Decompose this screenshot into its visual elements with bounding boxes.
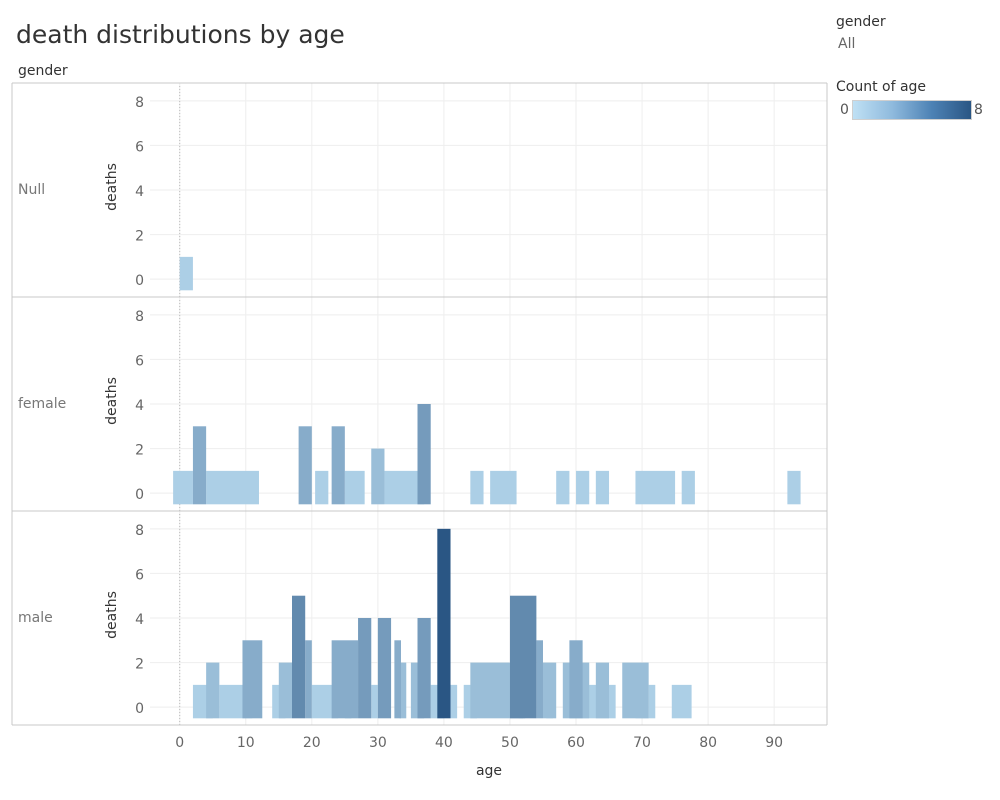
x-tick-label: 20 bbox=[303, 735, 321, 751]
x-tick-label: 10 bbox=[237, 735, 255, 751]
y-tick-label: 0 bbox=[135, 701, 144, 717]
legend-max-label: 8 bbox=[974, 102, 983, 118]
filter-value[interactable]: All bbox=[838, 36, 856, 52]
x-axis-title: age bbox=[476, 763, 502, 779]
y-tick-label: 6 bbox=[135, 139, 144, 155]
y-tick-label: 8 bbox=[135, 309, 144, 325]
color-legend-gradient bbox=[852, 100, 972, 120]
row-header-label: gender bbox=[18, 63, 68, 79]
chart-title: death distributions by age bbox=[16, 20, 345, 49]
bar bbox=[681, 470, 695, 505]
bar bbox=[298, 426, 312, 505]
y-tick-label: 6 bbox=[135, 353, 144, 369]
bar bbox=[536, 640, 543, 719]
bar bbox=[292, 595, 306, 719]
x-tick-label: 80 bbox=[699, 735, 717, 751]
x-tick-label: 90 bbox=[765, 735, 783, 751]
x-tick-label: 30 bbox=[369, 735, 387, 751]
bar bbox=[787, 470, 801, 505]
y-tick-label: 4 bbox=[135, 184, 144, 200]
y-axis-title: deaths bbox=[104, 377, 120, 425]
y-tick-label: 2 bbox=[135, 229, 144, 245]
bar bbox=[179, 256, 193, 291]
bar bbox=[331, 640, 359, 719]
bar bbox=[576, 470, 590, 505]
y-tick-label: 0 bbox=[135, 487, 144, 503]
y-tick-label: 4 bbox=[135, 398, 144, 414]
bar bbox=[437, 528, 451, 719]
bar bbox=[173, 470, 193, 505]
bar bbox=[344, 470, 365, 505]
bar bbox=[192, 426, 207, 505]
y-tick-label: 2 bbox=[135, 443, 144, 459]
x-tick-label: 40 bbox=[435, 735, 453, 751]
bar bbox=[206, 662, 220, 719]
y-tick-label: 8 bbox=[135, 95, 144, 111]
bar bbox=[671, 684, 692, 719]
bar bbox=[331, 426, 345, 505]
x-tick-label: 50 bbox=[501, 735, 519, 751]
bar bbox=[305, 640, 312, 719]
bar bbox=[371, 684, 378, 719]
y-tick-label: 0 bbox=[135, 273, 144, 289]
y-tick-label: 8 bbox=[135, 523, 144, 539]
y-tick-label: 4 bbox=[135, 612, 144, 628]
bar bbox=[242, 640, 263, 719]
bar bbox=[470, 470, 484, 505]
bar bbox=[417, 404, 431, 505]
y-tick-label: 6 bbox=[135, 567, 144, 583]
y-tick-label: 2 bbox=[135, 657, 144, 673]
bar bbox=[358, 618, 372, 719]
bar bbox=[556, 470, 570, 505]
x-tick-label: 60 bbox=[567, 735, 585, 751]
y-axis-title: deaths bbox=[104, 163, 120, 211]
panel-gender-label: female bbox=[18, 396, 66, 412]
bar bbox=[371, 448, 385, 505]
bar bbox=[377, 618, 392, 719]
bar bbox=[542, 662, 557, 719]
legend-title: Count of age bbox=[836, 79, 927, 95]
bar bbox=[417, 618, 431, 719]
bar bbox=[509, 595, 537, 719]
bar bbox=[595, 662, 610, 719]
bar bbox=[622, 662, 649, 719]
bar bbox=[399, 662, 407, 719]
legend-min-label: 0 bbox=[840, 102, 849, 118]
y-axis-title: deaths bbox=[104, 591, 120, 639]
bar bbox=[206, 470, 259, 505]
x-tick-label: 70 bbox=[633, 735, 651, 751]
bar bbox=[569, 640, 583, 719]
panel-gender-label: Null bbox=[18, 182, 45, 198]
bar bbox=[490, 470, 517, 505]
filter-title: gender bbox=[836, 14, 886, 30]
bar bbox=[394, 640, 401, 719]
bar bbox=[648, 684, 656, 719]
bar bbox=[635, 470, 676, 505]
bar bbox=[315, 470, 329, 505]
bar bbox=[278, 662, 293, 719]
panel-gender-label: male bbox=[18, 610, 53, 626]
bar bbox=[450, 684, 458, 719]
x-tick-label: 0 bbox=[175, 735, 184, 751]
bar bbox=[595, 470, 610, 505]
